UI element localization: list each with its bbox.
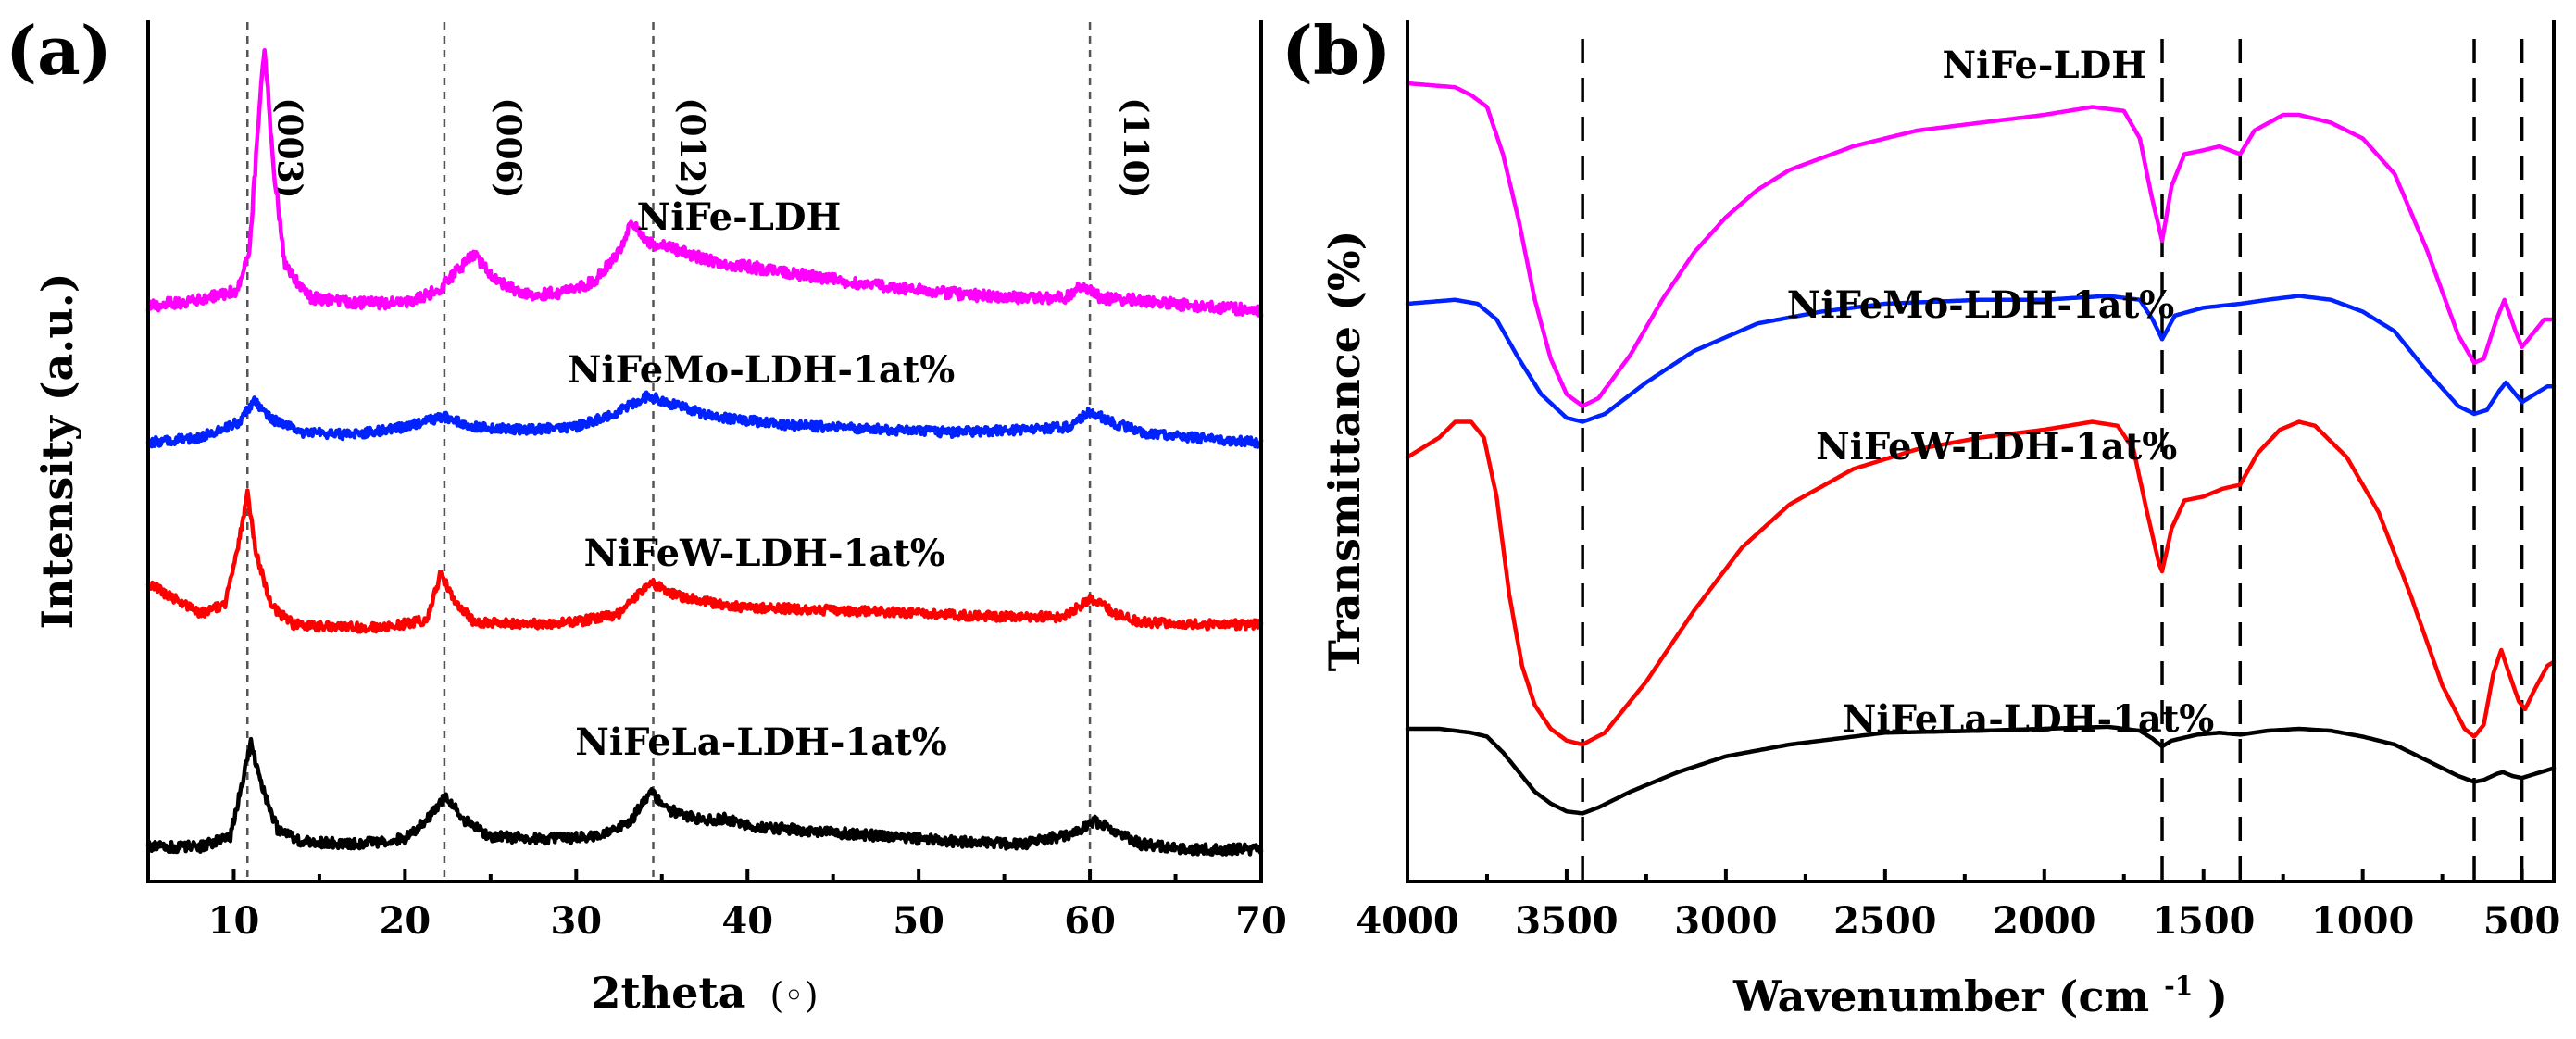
panel-a-peak-label: (012): [672, 97, 711, 198]
panel-b-series-labels: NiFe-LDH NiFeMo-LDH-1at% NiFeW-LDH-1at% NiF…: [1787, 44, 2215, 741]
panel-b-series-line: [1405, 81, 2557, 408]
panel-a-x-axis-ticks: 10 20 30 40 50 60 70: [146, 869, 1287, 943]
panel-a-x-axis-unit: (◦): [769, 975, 818, 1016]
panel-a-series-line: [145, 48, 1264, 319]
panel-a-peak-labels: (003) (006) (012) (110): [270, 97, 1156, 198]
panel-b-x-tick-label: 2500: [1833, 899, 1936, 943]
panel-b-series-line: [1405, 294, 2557, 424]
panel-b-series-line: [1405, 724, 2557, 816]
panel-b-x-tick-label: 3000: [1674, 899, 1777, 943]
panel-b-series-label: NiFeW-LDH-1at%: [1816, 425, 2177, 469]
panel-b-y-axis-title: Transmittance (%): [1319, 231, 1369, 672]
panel-b-x-tick-label: 1000: [2311, 899, 2414, 943]
panel-b-x-tick-label: 500: [2483, 899, 2561, 943]
panel-a-traces: [145, 48, 1264, 857]
panel-b-x-tick-label: 2000: [1993, 899, 2095, 943]
panel-b-x-tick-label: 3500: [1515, 899, 1618, 943]
panel-b-series-label: NiFeLa-LDH-1at%: [1843, 697, 2215, 741]
panel-b-x-axis-label-end: ): [2207, 971, 2228, 1021]
panel-b-x-tick-label: 4000: [1356, 899, 1458, 943]
panel-a-series-label: NiFeLa-LDH-1at%: [575, 720, 947, 764]
panel-a-x-tick-label: 50: [893, 899, 944, 943]
panel-a-peak-label: (110): [1116, 97, 1155, 198]
panel-a-series-label: NiFeMo-LDH-1at%: [568, 348, 955, 392]
panel-a-x-tick-label: 10: [208, 899, 260, 943]
panel-a-x-tick-label: 40: [721, 899, 773, 943]
panel-a-x-tick-label: 20: [380, 899, 431, 943]
panel-a-series-line: [145, 736, 1264, 857]
panel-a-peak-label: (006): [489, 97, 528, 198]
panel-a-label: (a): [6, 11, 112, 90]
panel-a-x-axis-title: 2theta (◦): [591, 968, 818, 1018]
panel-b-series-label: NiFeMo-LDH-1at%: [1787, 283, 2174, 327]
panel-a-axis-frame: [146, 20, 1263, 883]
panel-b-series-line: [1405, 419, 2557, 747]
panel-a-x-axis-label: 2theta: [591, 968, 745, 1018]
panel-a-x-tick-label: 60: [1064, 899, 1116, 943]
panel-b-series-label: NiFe-LDH: [1942, 44, 2146, 87]
panel-a-series-label: NiFeW-LDH-1at%: [584, 532, 945, 575]
panel-b-x-axis-ticks: 4000 3500 3000 2500 2000 1500 1000 500: [1356, 869, 2560, 943]
panel-b-reference-lines: [1581, 39, 2524, 882]
panel-b-ftir-chart: (b) NiFe-LDH NiFeMo-LDH-1at% NiFeW-LDH-1at…: [1282, 11, 2560, 1021]
panel-a-series-line: [145, 488, 1264, 634]
panel-b-label: (b): [1282, 11, 1391, 90]
panel-a-x-tick-label: 70: [1235, 899, 1287, 943]
panel-a-series-label: NiFe-LDH: [637, 195, 842, 239]
panel-b-x-tick-label: 1500: [2152, 899, 2255, 943]
panel-a-x-tick-label: 30: [550, 899, 602, 943]
panel-b-x-axis-superscript: -1: [2164, 970, 2193, 1001]
panel-b-traces: [1405, 81, 2557, 816]
panel-a-xrd-chart: (a) (003) (006) (012) (110) NiFe-LDHNiFeMo-…: [6, 11, 1287, 1018]
panel-a-reference-lines: [246, 22, 1092, 882]
panel-b-axis-frame: [1406, 20, 2556, 883]
panel-a-series-labels: NiFe-LDH NiFeMo-LDH-1at% NiFeW-LDH-1at% NiF…: [568, 195, 955, 764]
panel-a-y-axis-title: Intensity (a.u.): [32, 272, 82, 629]
panel-b-x-axis-title: Wavenumber (cm -1 ): [1732, 955, 2228, 1021]
panel-b-x-axis-label: Wavenumber (cm: [1732, 971, 2149, 1021]
panel-a-series-line: [145, 390, 1264, 449]
